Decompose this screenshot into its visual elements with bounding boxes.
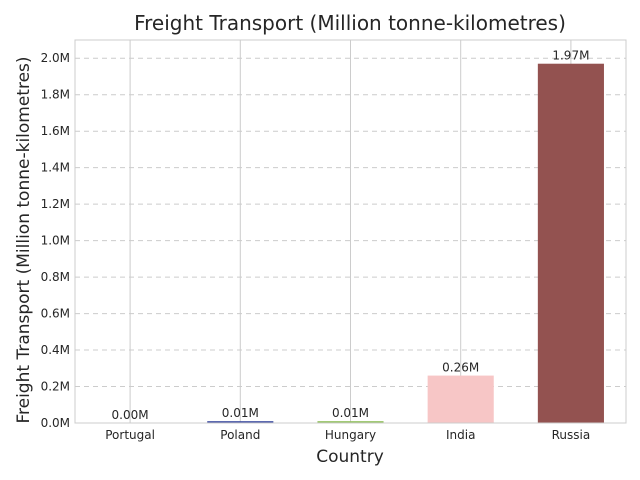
x-axis-label: Country (316, 447, 384, 467)
x-tick-label: Russia (552, 428, 591, 442)
y-axis-ticks: 0.0M 0.2M 0.4M 0.6M 0.8M 1.0M 1.2M 1.4M 1.6M 1.8M… (41, 51, 70, 430)
y-tick-label: 0.6M (41, 307, 70, 321)
data-label-portugal: 0.00M (112, 408, 149, 422)
bar-poland (207, 421, 274, 423)
bar-india (427, 375, 494, 423)
y-tick-label: 1.8M (41, 88, 70, 102)
bars (207, 63, 604, 423)
data-labels: 0.00M 0.01M 0.01M 0.26M 1.97M (112, 49, 590, 422)
y-tick-label: 0.8M (41, 270, 70, 284)
data-label-russia: 1.97M (552, 49, 589, 63)
y-tick-label: 0.2M (41, 380, 70, 394)
data-label-hungary: 0.01M (332, 406, 369, 420)
x-tick-label: Poland (220, 428, 260, 442)
y-tick-label: 2.0M (41, 51, 70, 65)
y-tick-label: 0.4M (41, 343, 70, 357)
bar-hungary (317, 421, 384, 423)
y-tick-label: 1.2M (41, 197, 70, 211)
grid (75, 40, 626, 424)
bar-russia (537, 63, 604, 423)
y-tick-label: 1.6M (41, 124, 70, 138)
x-tick-label: India (446, 428, 475, 442)
plot-frame (74, 39, 627, 424)
y-axis-label: Freight Transport (Million tonne-kilomet… (14, 56, 34, 423)
x-tick-label: Hungary (325, 428, 376, 442)
x-tick-label: Portugal (105, 428, 155, 442)
data-label-india: 0.26M (442, 361, 479, 375)
y-tick-label: 1.4M (41, 161, 70, 175)
data-label-poland: 0.01M (222, 406, 259, 420)
y-tick-label: 0.0M (41, 416, 70, 430)
y-tick-label: 1.0M (41, 234, 70, 248)
x-axis-ticks: Portugal Poland Hungary India Russia (105, 428, 590, 442)
chart-title: Freight Transport (Million tonne-kilomet… (134, 11, 566, 35)
